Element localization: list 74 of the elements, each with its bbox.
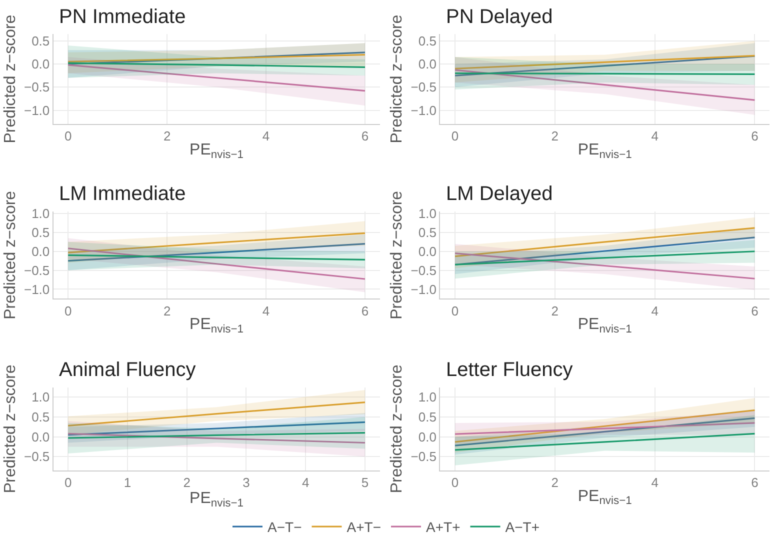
x-axis-title: PE$_{nvis−1}$ xyxy=(190,490,244,510)
legend-label: A+T− xyxy=(346,519,381,536)
chart-title: Letter Fluency xyxy=(446,359,573,381)
y-tick-label: 1.0 xyxy=(32,390,50,405)
y-tick-label: −0.5 xyxy=(24,449,50,464)
x-tick-label: 4 xyxy=(651,128,658,144)
y-axis-title: Predicted z−score xyxy=(2,364,19,494)
x-tick-label: 4 xyxy=(262,128,270,144)
y-axis-title: Predicted z−score xyxy=(388,14,406,144)
y-tick-label: −0.5 xyxy=(24,80,50,95)
y-tick-label: 0.5 xyxy=(32,225,50,240)
x-axis-title: PE$_{nvis−1}$ xyxy=(190,141,244,161)
x-tick-label: 0 xyxy=(451,128,459,144)
x-tick-label: 6 xyxy=(361,303,369,318)
x-tick-label: 2 xyxy=(183,475,190,490)
x-axis-title: PE$_{nvis−1}$ xyxy=(578,141,632,161)
y-tick-label: 0.5 xyxy=(418,33,436,48)
x-tick-label: 6 xyxy=(751,128,758,144)
x-tick-label: 2 xyxy=(551,303,559,318)
y-tick-label: 1.0 xyxy=(418,206,436,222)
x-tick-label: 0 xyxy=(64,475,72,490)
y-axis-title: Predicted z−score xyxy=(2,190,19,320)
x-tick-label: 0 xyxy=(64,303,72,318)
y-tick-label: 0.0 xyxy=(418,56,436,72)
x-axis-title: PE$_{nvis−1}$ xyxy=(190,316,244,336)
x-axis-title: PE$_{nvis−1}$ xyxy=(578,488,632,508)
x-tick-label: 4 xyxy=(651,475,658,490)
x-tick-label: 6 xyxy=(361,128,369,144)
y-tick-label: −0.5 xyxy=(410,80,436,95)
y-tick-label: −0.5 xyxy=(24,262,50,278)
y-axis-title: Predicted z−score xyxy=(2,14,19,144)
y-axis-title: Predicted z−score xyxy=(388,364,406,494)
x-tick-label: 2 xyxy=(163,128,171,144)
x-tick-label: 0 xyxy=(451,303,459,318)
x-tick-label: 6 xyxy=(751,303,758,318)
x-tick-label: 2 xyxy=(551,128,559,144)
y-tick-label: −0.5 xyxy=(410,262,436,278)
x-tick-label: 5 xyxy=(361,475,369,490)
x-tick-label: 6 xyxy=(751,475,758,490)
y-tick-label: 1.0 xyxy=(418,390,436,405)
y-tick-label: 0.0 xyxy=(32,56,50,72)
x-tick-label: 1 xyxy=(124,475,132,490)
y-tick-label: −1.0 xyxy=(24,282,50,297)
x-tick-label: 2 xyxy=(163,303,171,318)
y-tick-label: −1.0 xyxy=(410,282,436,297)
y-tick-label: 1.0 xyxy=(32,206,50,222)
x-tick-label: 4 xyxy=(651,303,658,318)
chart-title: Animal Fluency xyxy=(59,359,196,381)
chart-title: PN Delayed xyxy=(446,6,553,28)
chart-title: LM Immediate xyxy=(59,183,186,205)
x-tick-label: 4 xyxy=(302,475,310,490)
y-tick-label: 0.5 xyxy=(418,225,436,240)
y-tick-label: 0.0 xyxy=(32,244,50,259)
legend-label: A+T+ xyxy=(426,519,460,536)
chart-title: LM Delayed xyxy=(446,183,553,205)
x-tick-label: 0 xyxy=(64,128,72,144)
y-tick-label: −1.0 xyxy=(410,102,436,118)
x-tick-label: 3 xyxy=(242,475,250,490)
x-tick-label: 0 xyxy=(451,475,459,490)
y-tick-label: 0.5 xyxy=(32,33,50,48)
y-tick-label: 0.0 xyxy=(32,429,50,444)
y-tick-label: 0.5 xyxy=(32,410,50,425)
y-tick-label: −1.0 xyxy=(24,102,50,118)
x-axis-title: PE$_{nvis−1}$ xyxy=(578,316,632,336)
legend-label: A−T+ xyxy=(505,519,540,536)
x-tick-label: 4 xyxy=(262,303,270,318)
x-tick-label: 2 xyxy=(551,475,559,490)
y-tick-label: 0.5 xyxy=(418,410,436,425)
legend-label: A−T− xyxy=(268,519,302,536)
y-tick-label: 0.0 xyxy=(418,244,436,259)
y-tick-label: 0.0 xyxy=(418,429,436,444)
y-axis-title: Predicted z−score xyxy=(388,190,406,320)
chart-title: PN Immediate xyxy=(59,6,186,28)
y-tick-label: −0.5 xyxy=(410,449,436,464)
